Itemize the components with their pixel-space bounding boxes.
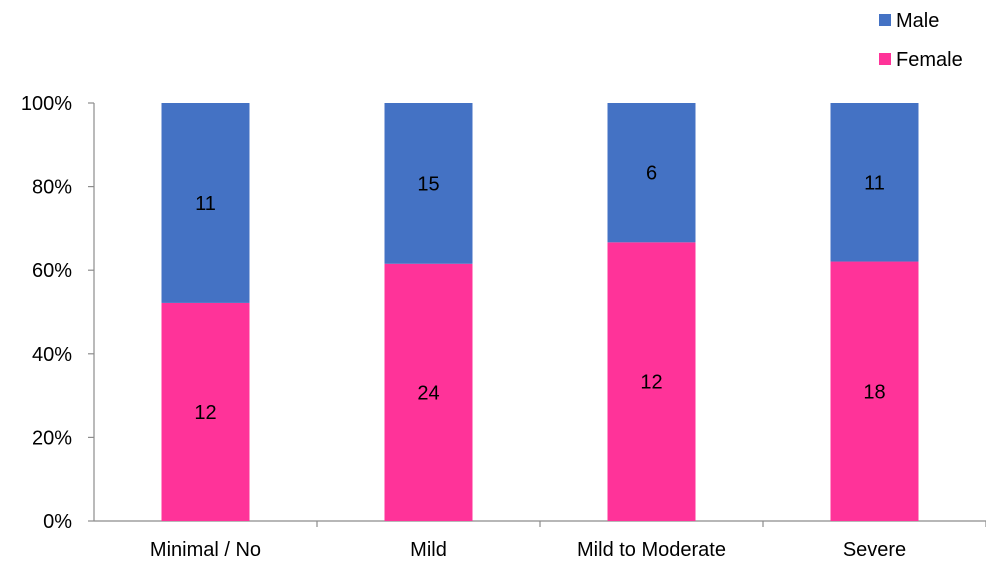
x-tick-label: Mild xyxy=(410,539,447,561)
data-label-female-mild: 24 xyxy=(417,382,439,404)
y-tick-label: 20% xyxy=(32,427,72,449)
bar-female-severe xyxy=(830,261,919,521)
x-tick-label: Minimal / No xyxy=(150,539,261,561)
y-tick-label: 40% xyxy=(32,344,72,366)
bar-male-minimal-no xyxy=(161,103,250,303)
bar-female-mild-to-moderate xyxy=(607,242,696,522)
legend-label-female: Female xyxy=(896,49,963,71)
y-tick-label: 100% xyxy=(21,93,72,115)
data-label-female-mild-to-moderate: 12 xyxy=(640,372,662,394)
bar-female-mild xyxy=(384,263,473,521)
data-label-male-minimal-no: 11 xyxy=(195,193,216,215)
bar-male-severe xyxy=(830,103,919,262)
y-tick-label: 0% xyxy=(43,511,72,533)
x-tick-label: Severe xyxy=(843,539,906,561)
axes: 0% 20% 40% 60% 80% 100% Minimal / No Mild Mild t… xyxy=(21,93,986,561)
y-tick-label: 60% xyxy=(32,260,72,282)
data-label-male-mild: 15 xyxy=(417,173,439,195)
bar-male-mild-to-moderate xyxy=(607,103,696,243)
bar-male-mild xyxy=(384,103,473,264)
legend-label-male: Male xyxy=(896,10,939,32)
legend-swatch-male xyxy=(879,14,891,26)
data-label-male-severe: 11 xyxy=(864,172,885,194)
legend-swatch-female xyxy=(879,53,891,65)
data-label-female-minimal-no: 12 xyxy=(194,402,216,424)
x-tick-label: Mild to Moderate xyxy=(577,539,726,561)
data-labels: 12 11 24 15 12 6 18 11 xyxy=(194,163,885,424)
bars xyxy=(161,103,919,522)
data-label-female-severe: 18 xyxy=(863,381,885,403)
y-tick-label: 80% xyxy=(32,177,72,199)
data-label-male-mild-to-moderate: 6 xyxy=(646,163,657,185)
legend: Male Female xyxy=(879,10,963,71)
bar-female-minimal-no xyxy=(161,302,250,521)
